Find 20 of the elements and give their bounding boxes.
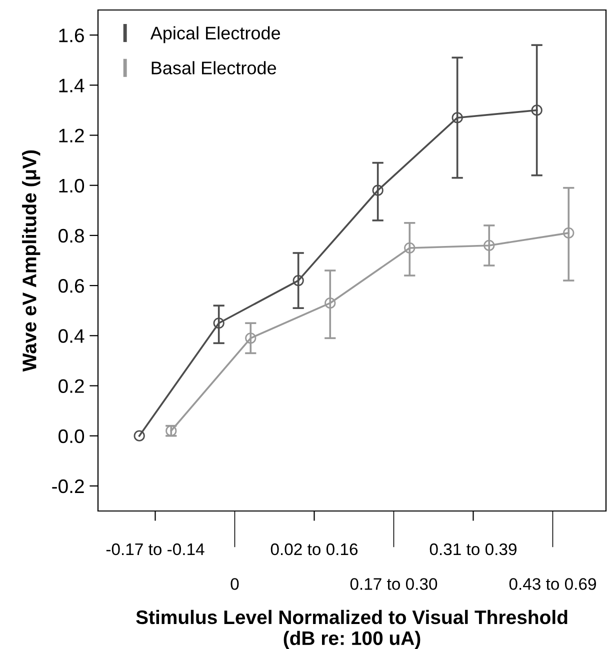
y-tick-label: 0.2	[58, 379, 84, 393]
x-tick-label: -0.17 to -0.14	[106, 543, 204, 556]
y-tick-label: 0.0	[58, 429, 84, 444]
x-tick-label: 0	[230, 578, 239, 590]
x-tick-label: 0.17 to 0.30	[350, 578, 438, 590]
y-tick-label: 0.4	[58, 329, 84, 343]
x-axis-title: Stimulus Level Normalized to Visual Threshold (dB re: 100 uA)	[136, 610, 568, 649]
x-tick-label: 0.02 to 0.16	[270, 543, 358, 556]
y-tick-label: 1.2	[59, 128, 84, 142]
y-axis-title: Wave eV Amplitude (μV)	[22, 150, 40, 372]
legend-label: Basal Electrode	[152, 61, 276, 74]
y-tick-label: -0.2	[52, 479, 84, 494]
x-tick-label: 0.31 to 0.39	[430, 543, 516, 556]
y-tick-label: 1.4	[59, 78, 84, 92]
y-tick-label: 0.8	[58, 228, 84, 243]
legend-label: Apical Electrode	[150, 26, 280, 44]
x-tick-label: 0.43 to 0.69	[509, 578, 596, 590]
y-tick-label: 0.6	[58, 279, 84, 293]
y-tick-label: 1.6	[59, 28, 84, 42]
y-tick-label: 1.0	[59, 178, 84, 193]
